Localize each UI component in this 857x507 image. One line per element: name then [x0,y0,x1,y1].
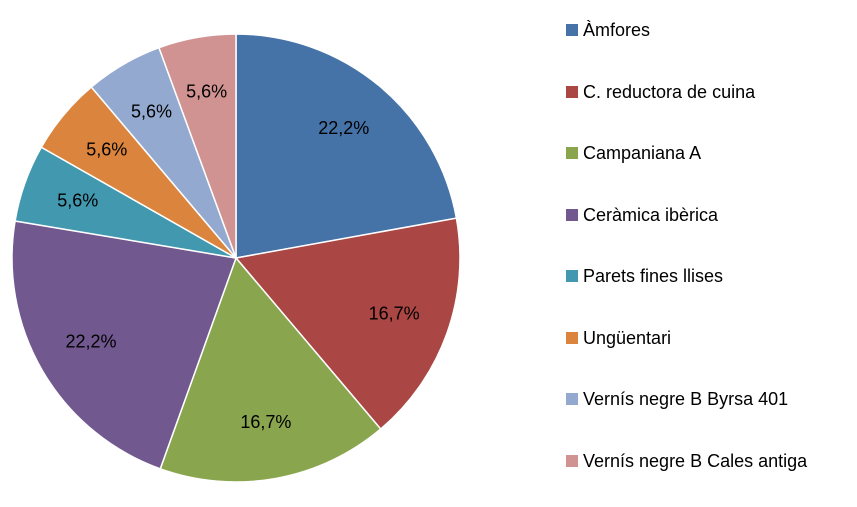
data-label: 16,7% [240,412,291,432]
legend-swatch [566,208,578,221]
legend-swatch [566,331,578,344]
data-label: 5,6% [186,81,227,101]
legend-item: Vernís negre B Cales antiga [566,449,816,473]
data-label: 5,6% [131,102,172,122]
legend-swatch [566,147,578,159]
legend-item: Vernís negre B Byrsa 401 [566,387,816,411]
legend-label: C. reductora de cuina [583,81,756,102]
pie-slice [235,33,458,259]
data-label: 22,2% [66,332,117,352]
legend-item: Àmfores [566,18,816,42]
legend-label: Ceràmica ibèrica [583,204,719,225]
pie-slice [11,220,238,470]
pie-slice [157,33,237,259]
legend-swatch [566,393,578,405]
pie-slice [234,217,461,431]
legend-label: Vernís negre B Cales antiga [583,450,808,471]
pie-slice [159,256,382,483]
data-label: 16,7% [369,304,420,324]
legend-label: Ungüentari [583,327,672,348]
legend-swatch [566,454,578,467]
legend-swatch [566,85,578,98]
legend-label: Campaniana A [583,143,702,163]
legend-label: Àmfores [583,20,651,40]
data-label: 5,6% [86,139,127,159]
data-label: 22,2% [318,118,369,138]
legend-item: Ungüentari [566,326,816,350]
legend-swatch [566,270,578,282]
legend-item: Ceràmica ibèrica [566,203,816,227]
legend-item: C. reductora de cuina [566,80,816,104]
legend-item: Parets fines llises [566,264,816,288]
legend-label: Vernís negre B Byrsa 401 [583,389,789,409]
legend-item: Campaniana A [566,141,816,165]
data-label: 5,6% [57,190,98,210]
legend-label: Parets fines llises [583,266,724,286]
legend-swatch [566,24,578,36]
